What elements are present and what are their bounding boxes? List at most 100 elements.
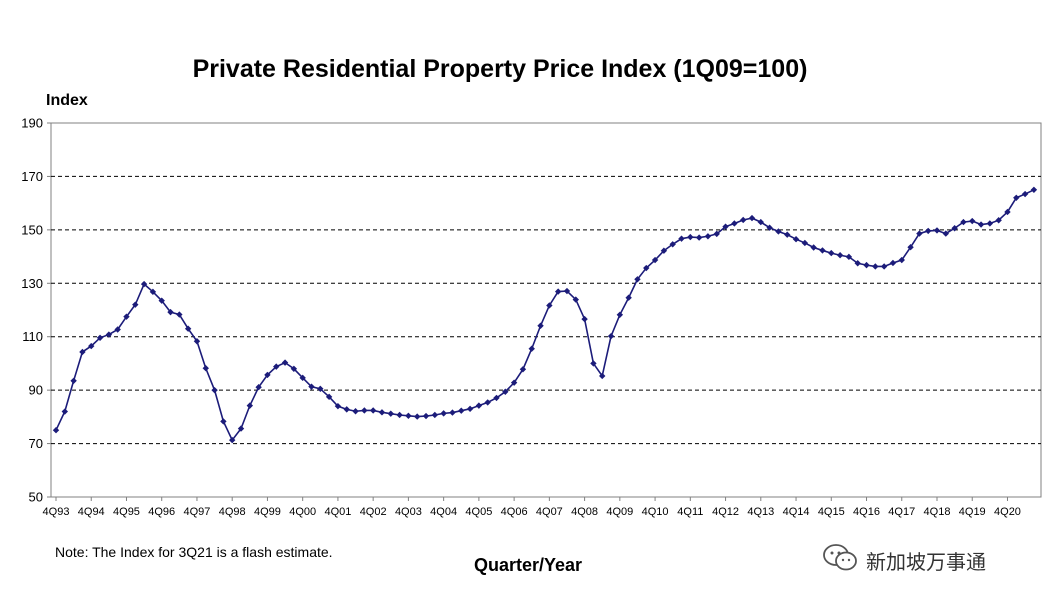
data-point	[273, 363, 280, 370]
data-point	[361, 407, 368, 414]
x-tick-label: 4Q01	[324, 506, 351, 518]
x-tick-label: 4Q95	[113, 506, 140, 518]
data-point	[801, 239, 809, 247]
data-point	[290, 365, 298, 372]
data-point	[325, 393, 333, 401]
data-point	[369, 407, 377, 414]
data-point	[466, 405, 474, 413]
data-point	[519, 366, 527, 373]
data-point	[924, 227, 932, 235]
x-tick-label: 4Q19	[959, 506, 986, 518]
data-point	[193, 338, 201, 345]
data-point	[422, 412, 430, 420]
y-tick-label: 70	[29, 436, 43, 451]
x-tick-label: 4Q09	[606, 506, 633, 518]
data-point	[889, 259, 897, 267]
x-tick-label: 4Q17	[888, 506, 915, 518]
plot-area-frame	[50, 122, 1042, 498]
wechat-icon	[822, 543, 858, 578]
data-point	[52, 427, 60, 434]
data-point	[872, 263, 879, 270]
y-tick-label: 190	[21, 116, 43, 131]
watermark-text: 新加坡万事通	[866, 549, 986, 574]
data-point	[695, 234, 703, 241]
data-point	[845, 253, 853, 261]
x-tick-label: 4Q08	[571, 506, 598, 518]
data-point	[61, 408, 69, 415]
data-point	[220, 418, 227, 425]
x-axis-ticks: 4Q93 4Q94 4Q95 4Q96 4Q97 4Q98 4Q99 4Q00 4Q01 4Q02…	[43, 497, 1021, 518]
data-point	[246, 402, 254, 409]
chart-title: Private Residential Property Price Index…	[192, 55, 808, 83]
watermark: 新加坡万事通	[822, 540, 1037, 580]
data-point	[449, 409, 456, 416]
data-point	[951, 225, 958, 232]
data-point	[202, 365, 209, 372]
x-tick-label: 4Q06	[501, 506, 528, 518]
data-point	[88, 342, 95, 350]
data-point	[748, 214, 756, 222]
x-tick-label: 4Q16	[853, 506, 880, 518]
data-point	[898, 256, 905, 264]
x-tick-label: 4Q93	[43, 506, 70, 518]
data-point	[810, 244, 817, 251]
data-point	[123, 313, 130, 320]
data-point	[880, 263, 888, 270]
data-point	[96, 334, 104, 341]
data-point	[942, 230, 950, 237]
data-point	[977, 221, 985, 228]
y-axis-ticks: 50 70 90 110 130 150 170 190	[21, 116, 51, 505]
x-tick-label: 4Q99	[254, 506, 281, 518]
data-point	[704, 233, 712, 240]
data-point	[140, 280, 148, 288]
data-point	[281, 359, 289, 366]
data-point	[431, 411, 439, 419]
data-point	[907, 244, 914, 251]
y-tick-label: 110	[22, 329, 43, 344]
data-point	[986, 220, 994, 227]
data-point	[828, 249, 835, 257]
data-point	[352, 408, 359, 415]
data-point	[651, 256, 659, 264]
data-point	[554, 288, 562, 295]
data-point	[211, 386, 218, 394]
data-point	[572, 296, 579, 303]
data-point	[563, 287, 571, 295]
data-point	[916, 230, 923, 237]
data-point	[440, 410, 447, 417]
data-point	[396, 411, 403, 419]
footnote: Note: The Index for 3Q21 is a flash esti…	[55, 544, 333, 560]
data-point	[387, 410, 394, 417]
x-tick-label: 4Q96	[148, 506, 175, 518]
data-point	[237, 425, 245, 432]
data-point	[528, 345, 535, 352]
data-point	[255, 384, 262, 391]
data-point	[114, 326, 121, 333]
data-point	[590, 360, 597, 367]
data-point	[308, 383, 315, 390]
data-point	[581, 315, 588, 323]
data-point	[678, 235, 685, 242]
x-tick-label: 4Q02	[360, 506, 387, 518]
data-point	[317, 385, 324, 393]
x-axis-label: Quarter/Year	[474, 555, 583, 575]
data-point	[713, 230, 720, 238]
data-point	[502, 388, 509, 395]
x-tick-label: 4Q00	[289, 506, 316, 518]
data-point	[343, 406, 350, 413]
x-tick-label: 4Q15	[818, 506, 845, 518]
data-point	[784, 231, 791, 238]
x-tick-label: 4Q13	[747, 506, 774, 518]
data-point	[836, 252, 844, 259]
data-point	[933, 227, 941, 234]
data-point	[493, 394, 500, 402]
data-point	[176, 311, 183, 318]
data-point	[625, 294, 632, 301]
data-point	[264, 371, 271, 379]
y-tick-label: 170	[21, 169, 43, 184]
data-point	[105, 331, 113, 338]
data-point	[792, 236, 800, 243]
data-point	[1004, 208, 1011, 216]
data-point	[634, 276, 641, 283]
